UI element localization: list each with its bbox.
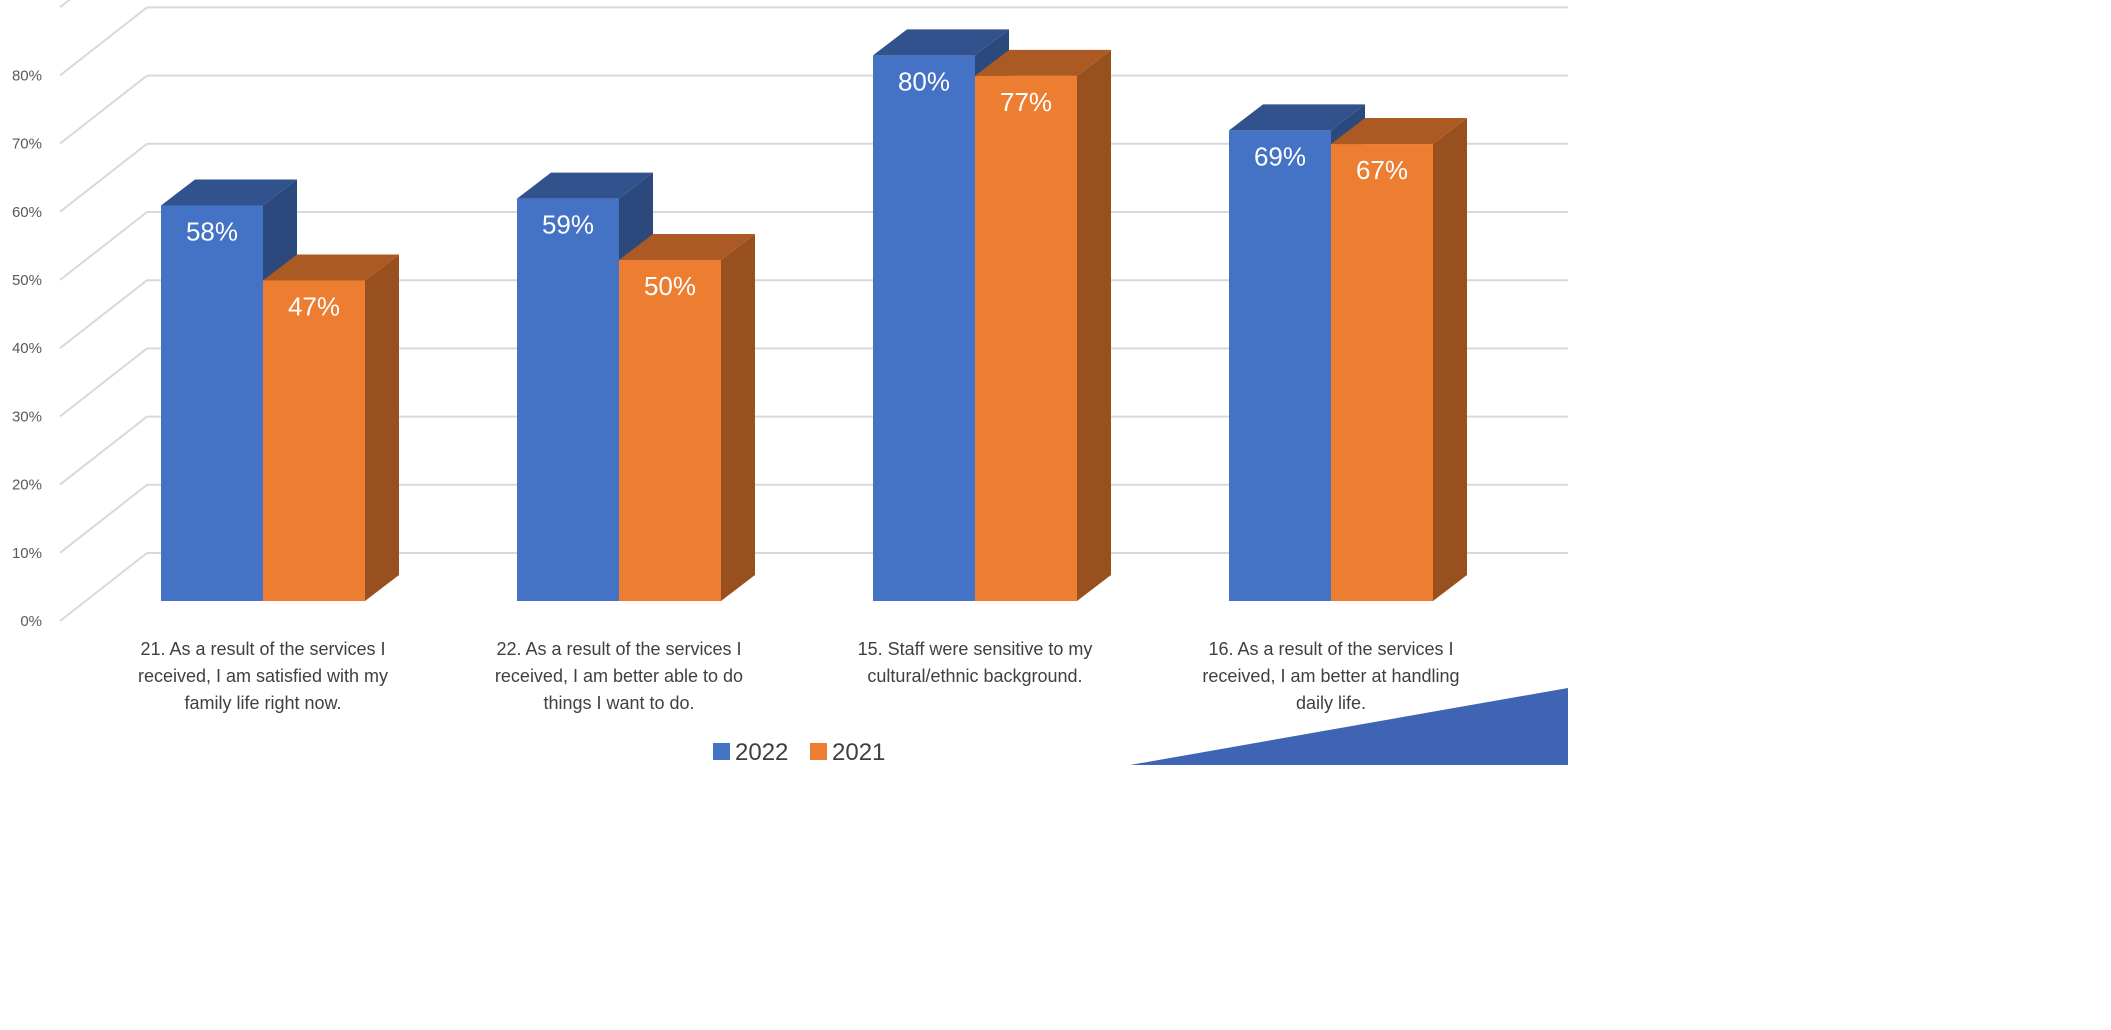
data-label: 58% (186, 216, 238, 246)
bar-side (1077, 49, 1111, 602)
category-label: 16. As a result of the services I receive… (1202, 639, 1459, 713)
category-label-line: 16. As a result of the services I (1208, 639, 1453, 659)
y-tick-label: 80% (12, 67, 42, 84)
bar-side (1433, 118, 1467, 601)
y-tick-label: 0% (20, 613, 42, 630)
gridline-diagonal (59, 211, 148, 281)
bar-top (263, 254, 399, 281)
legend-swatch-2022 (713, 743, 730, 760)
category-label-line: cultural/ethnic background. (867, 666, 1082, 686)
bar-front (975, 75, 1077, 602)
y-tick-label: 10% (12, 545, 42, 562)
legend-swatch-2021 (810, 743, 827, 760)
bar-front (161, 205, 263, 601)
data-label: 47% (288, 291, 340, 321)
bar-chart: 0% 10% 20% 30% 40% 50% 60% 70% 80% 58% 47% 59% 50% 8… (12, 0, 1568, 765)
bar-2021-4: 67% (1331, 118, 1467, 601)
category-label-line: things I want to do. (543, 693, 694, 713)
legend-label-2021: 2021 (832, 739, 885, 765)
data-label: 67% (1356, 155, 1408, 185)
bar-2021-3: 77% (975, 49, 1111, 602)
bar-front (1331, 144, 1433, 601)
y-tick-label: 40% (12, 340, 42, 357)
bar-top (1331, 118, 1467, 145)
y-axis-ticks: 0% 10% 20% 30% 40% 50% 60% 70% 80% (12, 67, 42, 630)
bars: 58% 47% 59% 50% 80% 77% 69% 67% (161, 29, 1467, 602)
bar-top (517, 172, 653, 199)
bar-top (1229, 104, 1365, 131)
gridline-diagonal (59, 552, 148, 622)
bar-2021-1: 47% (263, 254, 399, 601)
category-label-line: 21. As a result of the services I (140, 639, 385, 659)
y-tick-label: 50% (12, 272, 42, 289)
category-label: 15. Staff were sensitive to my cultural/e… (858, 639, 1093, 686)
bar-front (263, 280, 365, 601)
gridline-diagonal (59, 6, 148, 77)
category-label-line: received, I am better able to do (495, 666, 743, 686)
bar-front (1229, 130, 1331, 602)
y-tick-label: 70% (12, 136, 42, 153)
bar-top (161, 179, 297, 206)
y-tick-label: 30% (12, 408, 42, 425)
category-label-line: 22. As a result of the services I (496, 639, 741, 659)
y-tick-label: 20% (12, 477, 42, 494)
bar-side (365, 254, 399, 601)
bar-top (619, 234, 755, 260)
category-label-line: 15. Staff were sensitive to my (858, 639, 1093, 659)
bar-top (873, 29, 1009, 56)
bar-front (873, 55, 975, 601)
data-label: 69% (1254, 141, 1306, 171)
x-axis-categories: 21. As a result of the services I receive… (138, 639, 1460, 713)
legend: 2022 2021 (713, 739, 885, 765)
gridline-diagonal (59, 0, 71, 8)
category-label: 21. As a result of the services I receive… (138, 639, 388, 713)
gridline-diagonal (59, 74, 148, 145)
bar-front (619, 260, 721, 601)
gridline-diagonal (59, 415, 148, 486)
bar-2021-2: 50% (619, 234, 755, 601)
bar-side (721, 234, 755, 601)
bar-top (975, 49, 1111, 76)
data-label: 80% (898, 66, 950, 96)
y-tick-label: 60% (12, 204, 42, 221)
category-label: 22. As a result of the services I receive… (495, 639, 743, 713)
gridline-diagonal (59, 347, 148, 418)
category-label-line: daily life. (1296, 693, 1366, 713)
bar-front (517, 198, 619, 601)
data-label: 59% (542, 210, 594, 240)
gridline-diagonal (59, 143, 148, 213)
category-label-line: received, I am better at handling (1202, 666, 1459, 686)
gridline-diagonal (59, 484, 148, 554)
data-label: 50% (644, 271, 696, 301)
category-label-line: received, I am satisfied with my (138, 666, 388, 686)
category-label-line: family life right now. (184, 693, 341, 713)
gridline-diagonal (59, 279, 148, 349)
data-label: 77% (1000, 87, 1052, 117)
legend-label-2022: 2022 (735, 739, 788, 765)
decorative-accent-shape (1130, 688, 1568, 765)
